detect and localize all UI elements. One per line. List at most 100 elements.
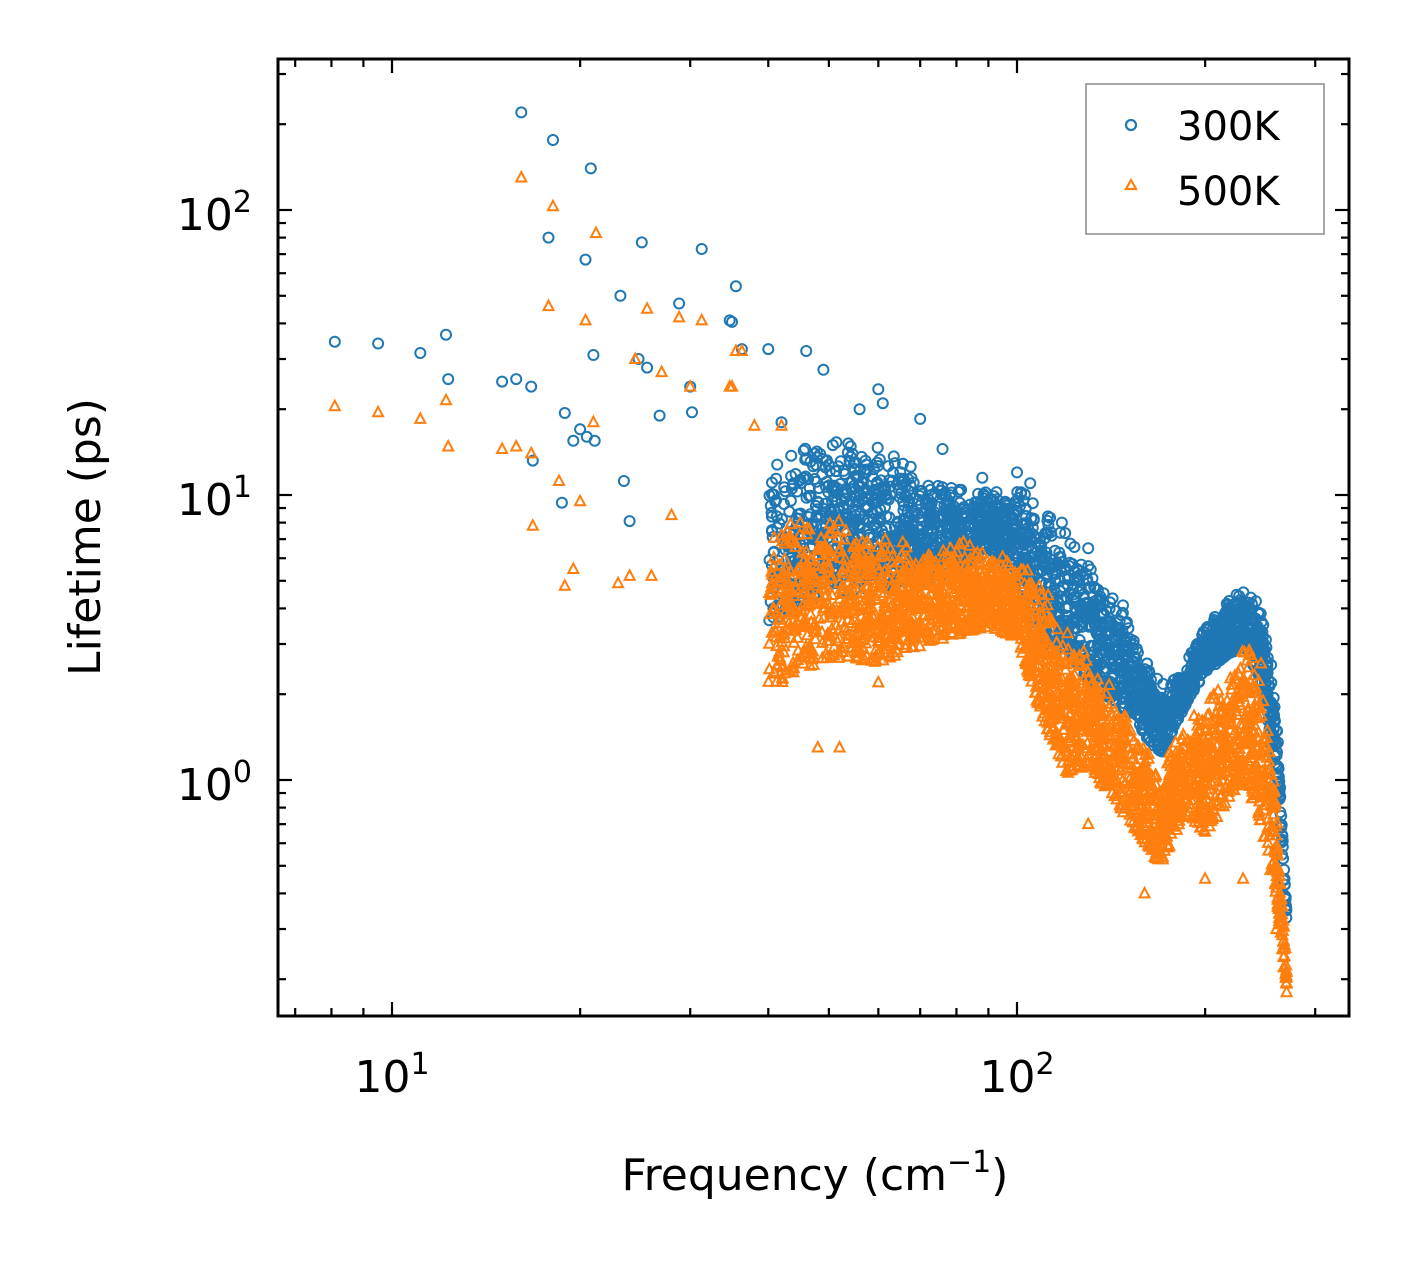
scatter-500k-dense-marker [1008, 592, 1023, 606]
scatter-500k-dense-marker [1144, 767, 1158, 781]
scatter-500k-dense-marker [977, 609, 991, 623]
scatter-500k-dense-marker [1212, 774, 1226, 788]
scatter-500k-dense-marker [779, 621, 793, 634]
scatter-500k-dense-marker [1267, 806, 1281, 820]
scatter-500k-dense-marker [851, 576, 865, 590]
scatter-500k-dense-marker [1033, 676, 1048, 690]
scatter-500k-dense-marker [1211, 682, 1225, 696]
scatter-500k-dense-marker [1099, 686, 1113, 699]
scatter-500k-dense-marker [1060, 625, 1075, 639]
scatter-500k-dense-marker [873, 577, 887, 590]
scatter-300k-dense-marker [794, 477, 807, 490]
scatter-500k-dense-marker [834, 640, 849, 654]
scatter-300k-dense-marker [931, 512, 944, 524]
scatter-500k-dense-marker [808, 631, 823, 645]
scatter-500k-dense-marker [870, 575, 884, 588]
scatter-300k-dense-marker [1060, 562, 1073, 575]
scatter-300k-dense-marker [1135, 722, 1148, 735]
scatter-500k-dense-marker [1048, 737, 1063, 751]
scatter-300k-dense-marker [1142, 679, 1155, 692]
scatter-300k-dense-marker [880, 492, 893, 505]
scatter-500k-dense-marker [916, 552, 931, 566]
scatter-500k-dense-marker [769, 624, 783, 637]
scatter-500k-dense-marker [936, 543, 950, 556]
scatter-500k-dense-marker [1191, 722, 1206, 736]
scatter-500k-dense-marker [861, 555, 875, 569]
scatter-500k-dense-marker [810, 572, 824, 585]
scatter-300k-dense-marker [1150, 707, 1163, 720]
scatter-500k-dense-marker [1207, 712, 1222, 725]
scatter-500k-dense-marker [913, 638, 927, 652]
scatter-500k-dense-marker [1236, 672, 1250, 686]
scatter-500k-dense-marker [1093, 742, 1107, 756]
scatter-300k-dense-marker [906, 544, 919, 557]
scatter-300k-dense-marker [1164, 696, 1177, 709]
scatter-500k-dense-marker [859, 578, 874, 592]
scatter-500k-dense-marker [834, 550, 848, 563]
scatter-300k-dense-marker [1064, 537, 1077, 550]
scatter-500k-dense-marker [1043, 614, 1057, 627]
scatter-500k-dense-marker [1014, 631, 1028, 644]
scatter-500k-dense-marker [1236, 753, 1251, 767]
scatter-300k-dense-marker [1180, 670, 1193, 683]
scatter-500k-dense-marker [1063, 708, 1077, 721]
scatter-300k-dense-marker [914, 485, 926, 498]
scatter-500k-dense-marker [1041, 721, 1055, 735]
scatter-500k-dense-marker [1127, 774, 1141, 787]
scatter-300k-dense-marker [1260, 687, 1273, 700]
scatter-500k-dense-marker [1204, 735, 1218, 749]
scatter-300k-dense-marker [1215, 648, 1228, 661]
scatter-500k-dense-marker [821, 625, 835, 639]
scatter-300k-dense-marker [799, 453, 812, 466]
scatter-300k-dense-marker [871, 476, 884, 489]
scatter-300k-dense-marker [1026, 497, 1039, 510]
scatter-500k-dense-marker [977, 615, 992, 628]
scatter-300k-dense-marker [908, 531, 921, 544]
scatter-300k-dense-marker [912, 493, 925, 506]
scatter-300k-dense-marker [867, 463, 880, 476]
scatter-500k-dense-marker [927, 594, 941, 607]
scatter-300k-dense-marker [1106, 592, 1119, 605]
scatter-500k-dense-marker [949, 594, 963, 607]
scatter-300k-dense-marker [1115, 609, 1128, 622]
scatter-300k-dense-marker [765, 506, 778, 519]
scatter-500k-dense-marker [936, 564, 950, 578]
scatter-500k-dense-marker [1088, 702, 1102, 716]
scatter-300k-dense-marker [908, 507, 921, 520]
scatter-500k-dense-marker [869, 591, 883, 604]
scatter-500k-dense-marker [1233, 660, 1247, 674]
scatter-500k-dense-marker [947, 584, 961, 597]
scatter-300k-dense-marker [1077, 603, 1090, 616]
scatter-500k-dense-marker [1263, 862, 1278, 876]
scatter-500k-dense-marker [887, 560, 901, 574]
scatter-300k-dense-marker [1020, 525, 1032, 538]
scatter-500k-dense-marker [1160, 755, 1175, 769]
scatter-500k-dense-marker [973, 608, 988, 621]
scatter-300k-dense-marker [1005, 531, 1018, 544]
scatter-500k-dense-marker [801, 577, 815, 591]
scatter-500k-dense-marker [779, 577, 793, 591]
scatter-300k-dense-marker [1116, 701, 1129, 714]
scatter-500k-dense-marker [1247, 765, 1261, 779]
scatter-500k-dense-marker [1024, 631, 1038, 645]
scatter-500k-dense-marker [835, 586, 850, 599]
scatter-500k-dense-marker [1243, 778, 1258, 791]
scatter-500k-dense-marker [1014, 601, 1029, 614]
scatter-500k-dense-marker [1020, 562, 1035, 576]
scatter-300k-dense-marker [941, 528, 953, 541]
scatter-500k-dense-marker [1082, 710, 1097, 724]
scatter-500k-dense-marker [1204, 808, 1218, 822]
scatter-500k-dense-marker [825, 569, 839, 583]
scatter-300k-dense-marker [1237, 586, 1250, 599]
scatter-500k-dense-marker [953, 536, 967, 550]
scatter-500k-dense-marker [1077, 709, 1091, 723]
scatter-500k-dense-marker [766, 558, 780, 572]
scatter-300k-dense-marker [773, 517, 786, 530]
scatter-500k-dense-marker [1207, 686, 1221, 700]
scatter-300k-dense-marker [1107, 667, 1120, 680]
scatter-500k-dense-marker [1087, 729, 1102, 742]
scatter-500k-dense-marker [767, 530, 781, 543]
scatter-500k-dense-marker [815, 635, 830, 648]
scatter-300k-dense-marker [977, 502, 990, 515]
scatter-500k-dense-marker [1015, 645, 1029, 658]
